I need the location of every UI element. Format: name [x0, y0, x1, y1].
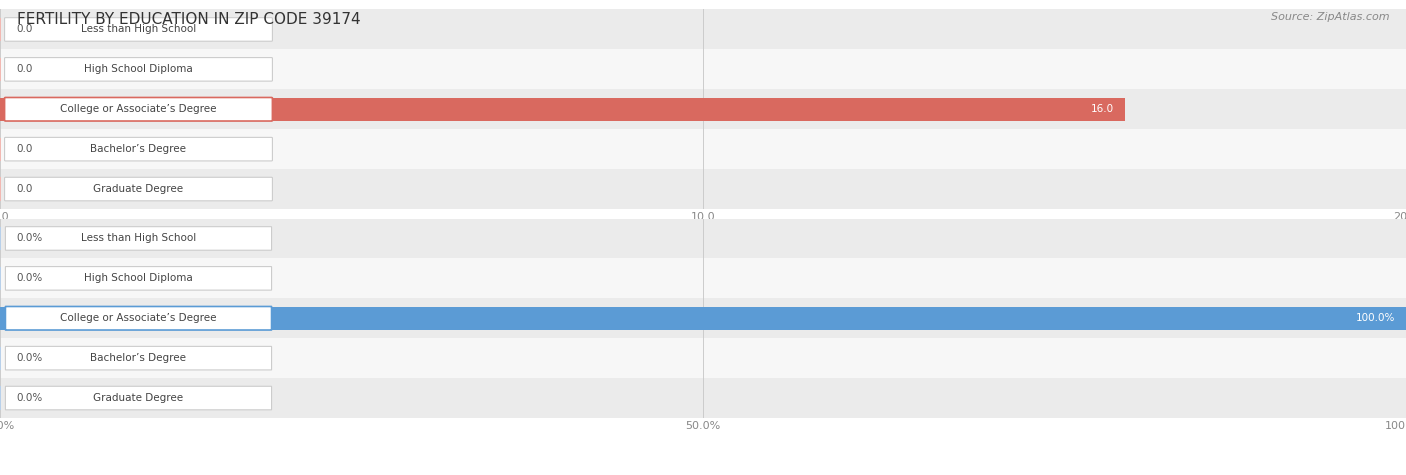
- Bar: [0, 18, 1, 41]
- Text: FERTILITY BY EDUCATION IN ZIP CODE 39174: FERTILITY BY EDUCATION IN ZIP CODE 39174: [17, 12, 360, 27]
- Bar: [0, 178, 1, 200]
- Text: 100.0%: 100.0%: [1355, 313, 1395, 323]
- Bar: [0, 267, 1, 290]
- Text: 0.0: 0.0: [17, 184, 34, 194]
- Text: 0.0: 0.0: [17, 24, 34, 35]
- Bar: [0, 218, 1406, 258]
- FancyBboxPatch shape: [6, 386, 271, 410]
- Bar: [0, 169, 1406, 209]
- FancyBboxPatch shape: [4, 18, 273, 41]
- Text: 0.0%: 0.0%: [17, 233, 44, 244]
- Text: Less than High School: Less than High School: [82, 24, 195, 35]
- Bar: [0, 138, 1, 161]
- Text: Graduate Degree: Graduate Degree: [93, 184, 184, 194]
- Text: High School Diploma: High School Diploma: [84, 64, 193, 75]
- Bar: [0, 10, 1406, 49]
- FancyBboxPatch shape: [6, 306, 271, 330]
- Bar: [0, 258, 1406, 298]
- Bar: [0, 89, 1406, 129]
- Bar: [0, 387, 1, 409]
- FancyBboxPatch shape: [4, 97, 273, 121]
- Text: Source: ZipAtlas.com: Source: ZipAtlas.com: [1271, 12, 1389, 22]
- Text: Bachelor’s Degree: Bachelor’s Degree: [90, 353, 187, 363]
- Bar: [0, 129, 1406, 169]
- Text: Graduate Degree: Graduate Degree: [93, 393, 184, 403]
- Text: 0.0: 0.0: [17, 144, 34, 154]
- Text: College or Associate’s Degree: College or Associate’s Degree: [60, 104, 217, 114]
- Bar: [0, 378, 1406, 418]
- FancyBboxPatch shape: [4, 177, 273, 201]
- Text: High School Diploma: High School Diploma: [84, 273, 193, 284]
- Text: 16.0: 16.0: [1091, 104, 1114, 114]
- Bar: [0, 227, 1, 250]
- Bar: [0, 98, 1125, 121]
- FancyBboxPatch shape: [6, 266, 271, 290]
- FancyBboxPatch shape: [6, 346, 271, 370]
- Text: Bachelor’s Degree: Bachelor’s Degree: [90, 144, 187, 154]
- Bar: [0, 49, 1406, 89]
- Bar: [0, 307, 1406, 330]
- Text: 0.0%: 0.0%: [17, 273, 44, 284]
- Text: Less than High School: Less than High School: [82, 233, 195, 244]
- Bar: [0, 298, 1406, 338]
- FancyBboxPatch shape: [4, 57, 273, 81]
- Bar: [0, 338, 1406, 378]
- Bar: [0, 58, 1, 81]
- FancyBboxPatch shape: [6, 227, 271, 250]
- Bar: [0, 347, 1, 370]
- Text: 0.0%: 0.0%: [17, 393, 44, 403]
- Text: College or Associate’s Degree: College or Associate’s Degree: [60, 313, 217, 323]
- FancyBboxPatch shape: [4, 137, 273, 161]
- Text: 0.0%: 0.0%: [17, 353, 44, 363]
- Text: 0.0: 0.0: [17, 64, 34, 75]
